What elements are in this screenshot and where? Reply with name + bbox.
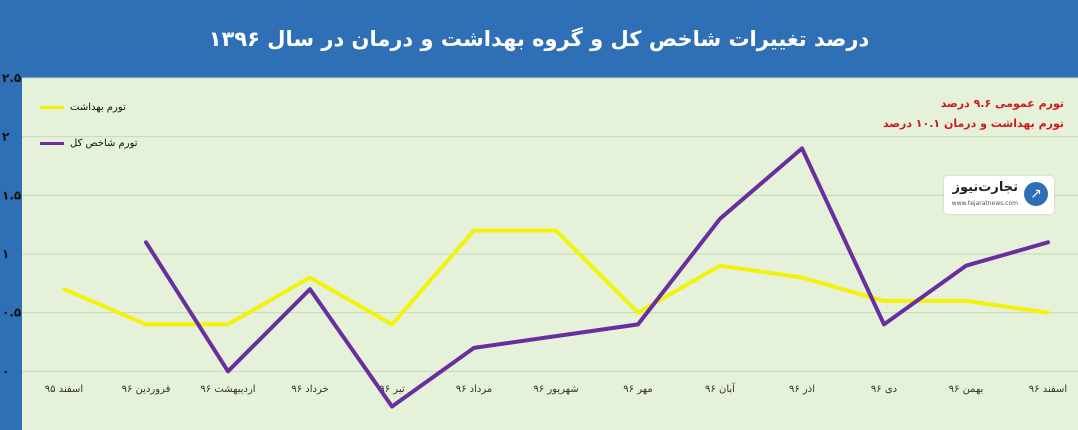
x-tick-label: بهمن ۹۶ — [949, 384, 984, 395]
chart-header: درصد تغییرات شاخص کل و گروه بهداشت و درم… — [0, 0, 1078, 78]
annotation-box: تورم عمومی ۹.۶ درصد تورم بهداشت و درمان … — [883, 94, 1064, 134]
series-line-overall — [144, 146, 1050, 409]
gridlines — [22, 77, 1078, 372]
logo-arrow-icon: ↗ — [1024, 182, 1048, 206]
annotation-health-inflation: تورم بهداشت و درمان ۱۰.۱ درصد — [883, 117, 1064, 130]
logo-url: www.tejaratnews.com — [951, 200, 1018, 207]
x-tick-label: اردیبهشت ۹۶ — [200, 384, 255, 395]
legend: تورم بهداشت تورم شاخص کل — [40, 98, 138, 170]
y-tick-label: ۱.۵ — [2, 188, 21, 202]
x-tick-label: آبان ۹۶ — [705, 382, 736, 395]
x-tick-label: فروردین ۹۶ — [122, 384, 171, 395]
x-axis-ticks: اسفند ۹۵ فروردین ۹۶ اردیبهشت ۹۶ خرداد ۹۶ تیر… — [45, 382, 1067, 395]
x-tick-label: خرداد ۹۶ — [291, 384, 328, 395]
x-tick-label: تیر ۹۶ — [379, 384, 404, 395]
x-tick-label: مهر ۹۶ — [623, 384, 652, 395]
x-tick-label: اسفند ۹۵ — [45, 384, 83, 395]
logo: ↗ تجارت‌نیوز www.tejaratnews.com — [944, 176, 1054, 214]
x-tick-label: دی ۹۶ — [871, 384, 897, 395]
series-line-health — [62, 228, 1050, 327]
legend-item-overall: تورم شاخص کل — [40, 134, 138, 152]
legend-item-health: تورم بهداشت — [40, 98, 138, 116]
legend-label-health: تورم بهداشت — [70, 101, 126, 113]
annotation-general-inflation: تورم عمومی ۹.۶ درصد — [940, 97, 1064, 110]
chart-title: درصد تغییرات شاخص کل و گروه بهداشت و درم… — [208, 27, 870, 51]
y-tick-label: ۲ — [2, 130, 10, 144]
y-tick-label: ۲.۵ — [2, 71, 21, 85]
y-tick-label: ۰ — [2, 364, 9, 378]
y-tick-label: ۱ — [2, 247, 9, 261]
legend-swatch-overall — [40, 141, 64, 145]
legend-label-overall: تورم شاخص کل — [70, 137, 138, 149]
x-tick-label: اسفند ۹۶ — [1029, 384, 1067, 395]
x-tick-label: مرداد ۹۶ — [456, 384, 493, 395]
legend-swatch-health — [40, 105, 64, 109]
x-tick-label: اذر ۹۶ — [789, 384, 815, 395]
y-tick-label: ۰.۵ — [2, 306, 21, 320]
y-axis-ticks: ۲.۵ ۲ ۱.۵ ۱ ۰.۵ ۰ — [2, 71, 21, 378]
logo-name: تجارت‌نیوز — [952, 180, 1018, 195]
series-lines — [62, 146, 1050, 409]
x-tick-label: شهریور ۹۶ — [533, 384, 578, 395]
